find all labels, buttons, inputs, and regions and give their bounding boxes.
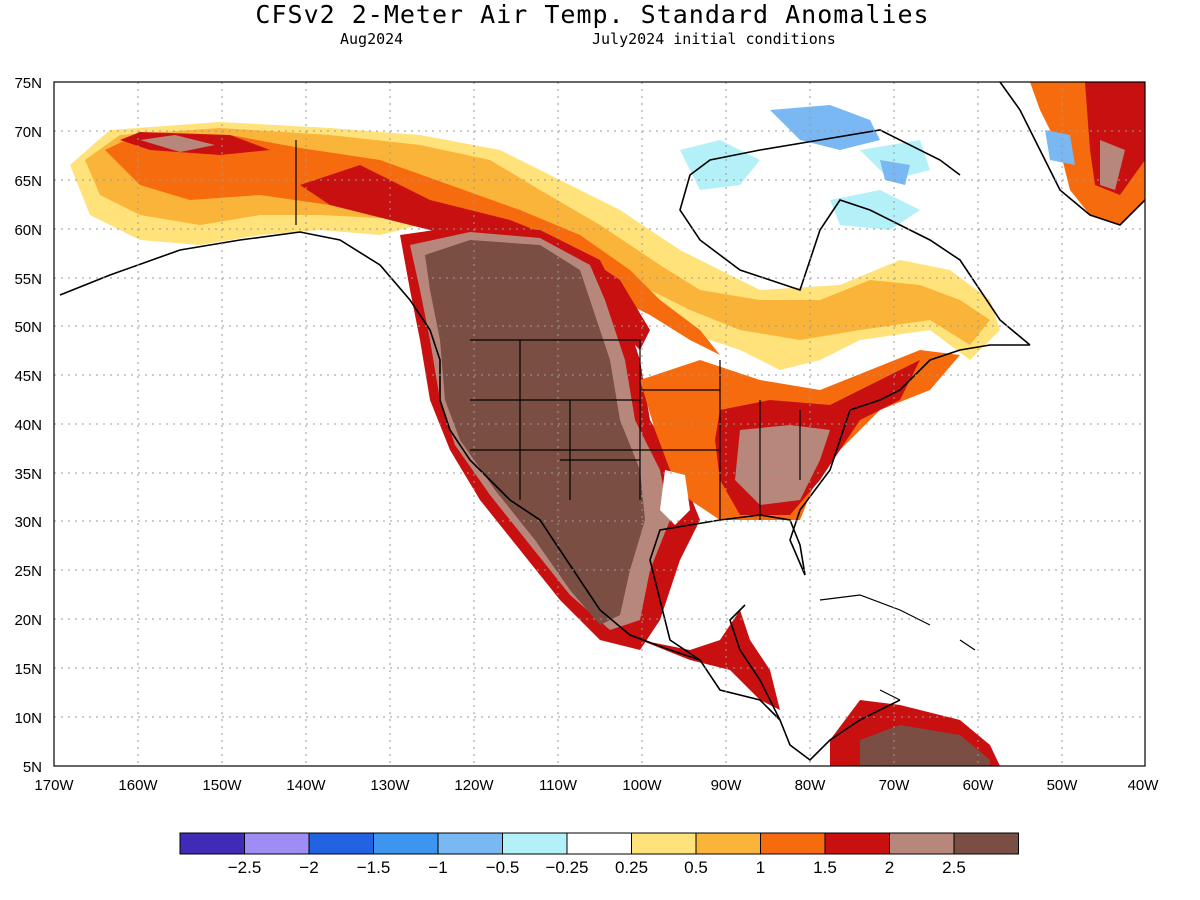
anomaly-region-darkorange — [105, 135, 720, 355]
lon-label: 50W — [1047, 777, 1079, 794]
coastline-north-america — [59, 129, 1031, 762]
lon-label: 40W — [1128, 777, 1160, 794]
lat-label: 20N — [14, 612, 42, 629]
lat-label: 35N — [14, 466, 42, 483]
lon-label: 150W — [202, 777, 242, 794]
lat-label: 30N — [14, 514, 42, 531]
anomaly-region-centralam — [640, 610, 780, 710]
lat-label: 60N — [14, 222, 42, 239]
init-conditions: July2024 initial conditions — [592, 30, 836, 48]
anomaly-region-texas-white — [660, 470, 690, 525]
lon-label: 90W — [711, 777, 743, 794]
colorbar-label: 0.5 — [684, 858, 708, 877]
coastlines — [59, 82, 1145, 762]
lat-label: 55N — [14, 271, 42, 288]
colorbar-label: −1 — [428, 858, 447, 877]
anomaly-region-brown-light — [140, 135, 215, 152]
colorbar-label: −2 — [299, 858, 318, 877]
colorbar-swatch — [437, 832, 503, 855]
anomaly-region-greenland-blue — [1045, 130, 1075, 165]
colorbar-label: −0.25 — [545, 858, 588, 877]
colorbar-swatch — [179, 832, 245, 855]
colorbar-swatch — [760, 832, 826, 855]
lon-label: 160W — [118, 777, 158, 794]
map-title: CFSv2 2-Meter Air Temp. Standard Anomali… — [255, 0, 930, 29]
anomaly-region-southam-brown — [860, 725, 990, 766]
lon-label: 140W — [286, 777, 326, 794]
map-frame — [53, 81, 1146, 767]
colorbar-label: −2.5 — [228, 858, 262, 877]
colorbar-swatch — [502, 832, 568, 855]
colorbar-swatch — [566, 832, 632, 855]
anomaly-region-cool-light — [680, 140, 930, 230]
colorbar-label: 0.25 — [615, 858, 648, 877]
lat-axis: 75N 70N 65N 60N 55N 50N 45N 40N 35N 30N … — [14, 75, 42, 776]
colorbar-label: 2.5 — [942, 858, 966, 877]
valid-month: Aug2024 — [340, 30, 404, 48]
colorbar-label: 2 — [885, 858, 894, 877]
lon-label: 170W — [34, 777, 74, 794]
colorbar — [179, 832, 1019, 855]
coastline-us-states — [295, 140, 801, 520]
lat-label: 45N — [14, 368, 42, 385]
graticule — [54, 82, 1145, 766]
colorbar-label: −1.5 — [357, 858, 391, 877]
colorbar-swatch — [308, 832, 374, 855]
lat-label: 65N — [14, 173, 42, 190]
lat-label: 5N — [23, 759, 42, 776]
colorbar-swatch — [373, 832, 439, 855]
lat-label: 25N — [14, 563, 42, 580]
colorbar-swatch — [631, 832, 697, 855]
colorbar-swatch — [244, 832, 310, 855]
anomaly-region-cool-blue — [770, 105, 910, 185]
lon-label: 110W — [539, 777, 578, 794]
lon-label: 100W — [622, 777, 662, 794]
colorbar-labels: −2.5 −2 −1.5 −1 −0.5 −0.25 0.25 0.5 1 1.… — [228, 858, 966, 877]
lon-label: 60W — [963, 777, 995, 794]
lat-label: 50N — [14, 319, 42, 336]
lon-axis: 170W 160W 150W 140W 130W 120W 110W 100W … — [34, 777, 1159, 794]
colorbar-swatch — [695, 832, 761, 855]
lat-label: 40N — [14, 417, 42, 434]
lat-label: 75N — [14, 75, 42, 92]
colorbar-swatch — [889, 832, 955, 855]
lon-label: 120W — [454, 777, 494, 794]
anomaly-region-greenland-rose — [1100, 140, 1125, 190]
anomaly-region-west-brown — [425, 240, 645, 625]
coastline-caribbean — [819, 594, 976, 701]
lat-label: 70N — [14, 124, 42, 141]
colorbar-swatch — [824, 832, 890, 855]
colorbar-label: −0.5 — [486, 858, 520, 877]
colorbar-label: 1.5 — [813, 858, 837, 877]
anomaly-region-east-rose — [735, 425, 830, 505]
lat-label: 15N — [14, 661, 42, 678]
colorbar-label: 1 — [756, 858, 765, 877]
lon-label: 70W — [879, 777, 911, 794]
lon-label: 130W — [370, 777, 410, 794]
lat-label: 10N — [14, 710, 42, 727]
lon-label: 80W — [795, 777, 827, 794]
colorbar-swatch — [953, 832, 1019, 855]
coastline-greenland — [999, 82, 1145, 226]
